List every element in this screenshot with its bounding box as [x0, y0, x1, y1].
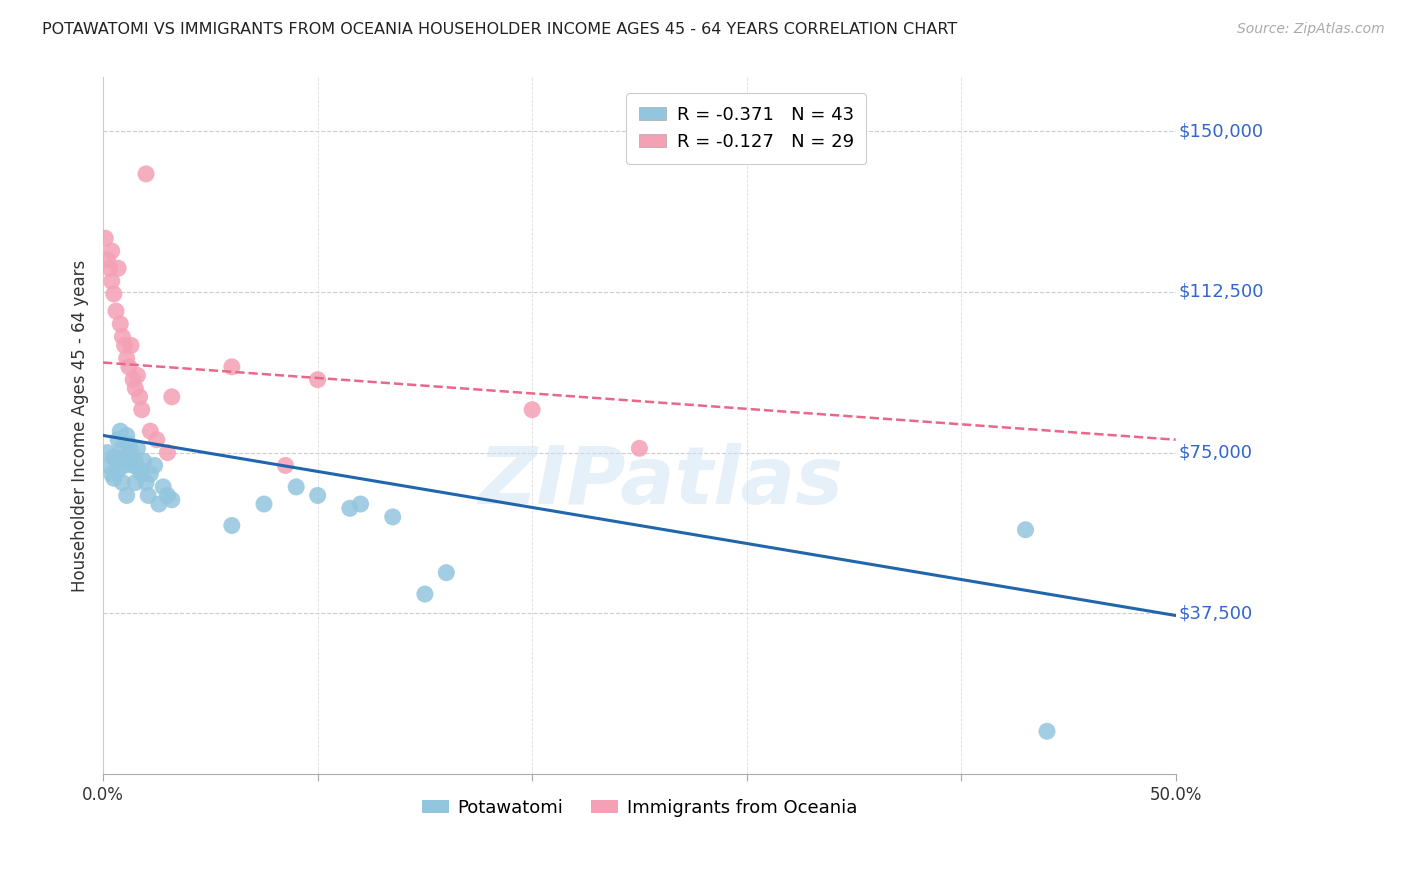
Point	[285, 480, 308, 494]
Text: $112,500: $112,500	[1178, 283, 1264, 301]
Point	[307, 373, 329, 387]
Text: $75,000: $75,000	[1178, 443, 1253, 461]
Point	[136, 488, 159, 502]
Point	[253, 497, 276, 511]
Point	[274, 458, 297, 473]
Point	[114, 338, 136, 352]
Point	[118, 437, 141, 451]
Point	[131, 467, 153, 481]
Point	[1036, 724, 1059, 739]
Point	[115, 351, 138, 366]
Point	[132, 454, 155, 468]
Point	[124, 475, 146, 490]
Point	[124, 381, 146, 395]
Point	[100, 244, 122, 258]
Point	[628, 442, 651, 456]
Point	[131, 402, 153, 417]
Point	[107, 433, 129, 447]
Point	[160, 390, 183, 404]
Point	[413, 587, 436, 601]
Point	[143, 458, 166, 473]
Point	[160, 492, 183, 507]
Point	[120, 445, 142, 459]
Point	[128, 390, 150, 404]
Point	[221, 359, 243, 374]
Legend: Potawatomi, Immigrants from Oceania: Potawatomi, Immigrants from Oceania	[415, 792, 865, 824]
Text: ZIPatlas: ZIPatlas	[478, 442, 844, 521]
Point	[156, 488, 179, 502]
Text: POTAWATOMI VS IMMIGRANTS FROM OCEANIA HOUSEHOLDER INCOME AGES 45 - 64 YEARS CORR: POTAWATOMI VS IMMIGRANTS FROM OCEANIA HO…	[42, 22, 957, 37]
Point	[96, 445, 118, 459]
Point	[96, 252, 118, 267]
Point	[339, 501, 361, 516]
Point	[100, 274, 122, 288]
Point	[122, 458, 145, 473]
Point	[110, 317, 132, 331]
Point	[139, 424, 162, 438]
Point	[135, 475, 157, 490]
Point	[107, 261, 129, 276]
Point	[307, 488, 329, 502]
Point	[103, 471, 125, 485]
Point	[105, 304, 128, 318]
Point	[127, 442, 149, 456]
Point	[98, 261, 121, 276]
Point	[434, 566, 457, 580]
Point	[111, 330, 134, 344]
Point	[114, 458, 136, 473]
Point	[148, 497, 170, 511]
Text: $150,000: $150,000	[1178, 122, 1264, 140]
Point	[120, 338, 142, 352]
Point	[100, 467, 122, 481]
Point	[128, 463, 150, 477]
Point	[118, 359, 141, 374]
Point	[105, 454, 128, 468]
Point	[139, 467, 162, 481]
Point	[94, 231, 117, 245]
Point	[135, 167, 157, 181]
Point	[381, 509, 404, 524]
Point	[221, 518, 243, 533]
Y-axis label: Householder Income Ages 45 - 64 years: Householder Income Ages 45 - 64 years	[72, 260, 89, 592]
Point	[111, 475, 134, 490]
Text: $37,500: $37,500	[1178, 605, 1253, 623]
Text: Source: ZipAtlas.com: Source: ZipAtlas.com	[1237, 22, 1385, 37]
Point	[1014, 523, 1036, 537]
Point	[145, 433, 167, 447]
Point	[156, 445, 179, 459]
Point	[107, 463, 129, 477]
Point	[111, 442, 134, 456]
Point	[122, 373, 145, 387]
Point	[103, 450, 125, 464]
Point	[349, 497, 371, 511]
Point	[152, 480, 174, 494]
Point	[115, 428, 138, 442]
Point	[115, 488, 138, 502]
Point	[127, 368, 149, 383]
Point	[520, 402, 543, 417]
Point	[110, 424, 132, 438]
Point	[98, 458, 121, 473]
Point	[103, 287, 125, 301]
Point	[124, 454, 146, 468]
Point	[114, 450, 136, 464]
